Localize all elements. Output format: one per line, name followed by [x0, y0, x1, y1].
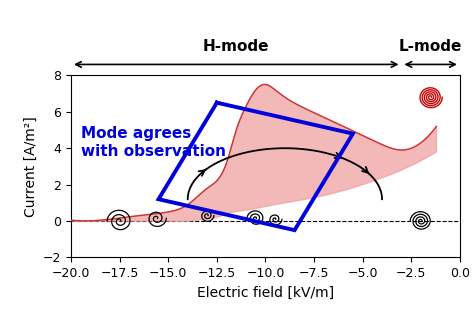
X-axis label: Electric field [kV/m]: Electric field [kV/m] — [197, 286, 334, 300]
Text: L-mode: L-mode — [399, 39, 462, 53]
Text: Mode agrees
with observation: Mode agrees with observation — [81, 126, 226, 159]
Polygon shape — [71, 84, 437, 221]
Y-axis label: Current [A/m²]: Current [A/m²] — [23, 116, 37, 217]
Text: H-mode: H-mode — [203, 39, 270, 53]
